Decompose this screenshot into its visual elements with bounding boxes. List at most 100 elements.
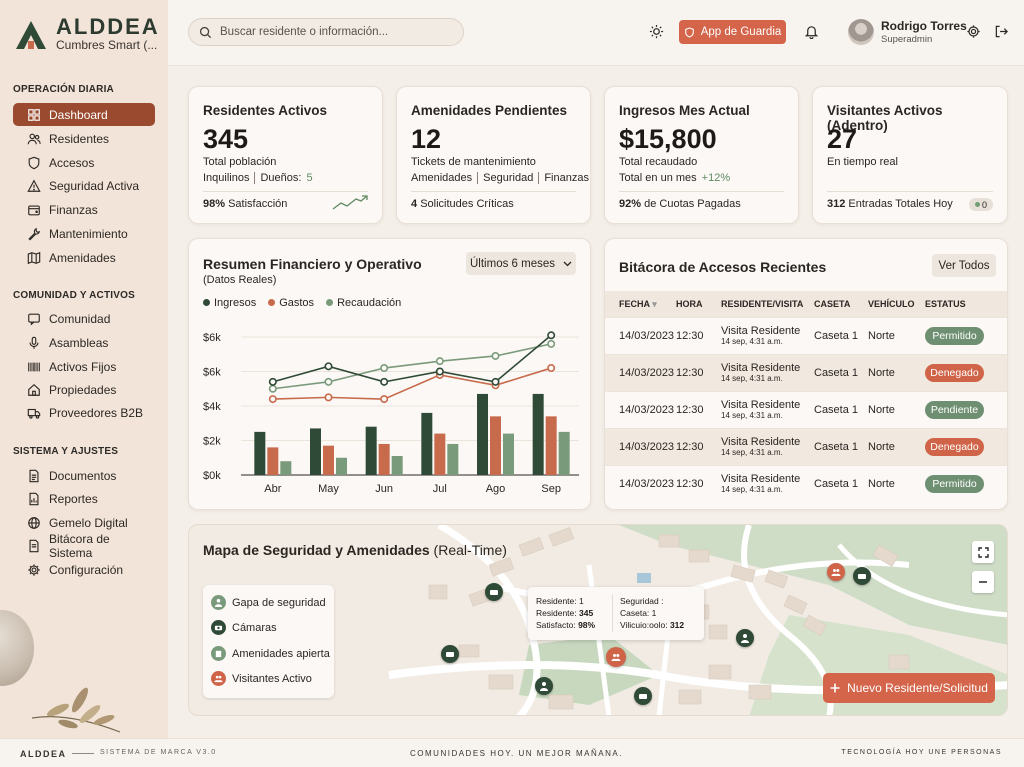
table-row[interactable]: 14/03/2023 12:30 Visita Residente 14 sep, 4… — [605, 354, 1007, 391]
kpi-card-visitantes[interactable]: Visitantes Activos (Adentro) 27 En tiemp… — [812, 86, 1008, 224]
sidebar-item-label: Residentes — [49, 131, 110, 146]
legend-label: Amenidades apierta — [232, 647, 330, 660]
sidebar-item-gemelo-digital[interactable]: Gemelo Digital — [13, 511, 155, 534]
brand: ALDDEA Cumbres Smart (... — [14, 16, 160, 52]
kpi-subtitle: Tickets de mantenimiento — [411, 156, 536, 168]
cell-time: 12:30 — [676, 330, 704, 342]
map-title-text: Mapa de Seguridad y Amenidades — [203, 542, 430, 558]
legend-item-camaras[interactable]: Cámaras — [211, 620, 277, 635]
bar-recaudación — [280, 461, 292, 475]
tooltip-line: Caseta: 1 — [620, 608, 657, 618]
table-row[interactable]: 14/03/2023 12:30 Visita Residente 14 sep, 4… — [605, 391, 1007, 428]
tooltip-key: Vilicuio:oolo: — [620, 620, 668, 630]
sidebar-item-amenidades[interactable]: Amenidades — [13, 246, 155, 269]
kpi-card-ingresos[interactable]: Ingresos Mes Actual $15,800 Total recaud… — [604, 86, 799, 224]
legend-item-amenidades[interactable]: Amenidades apierta — [211, 646, 330, 661]
column-header-vehiculo[interactable]: VEHÍCULO — [868, 299, 915, 309]
grid-icon — [28, 108, 40, 121]
point-recaudación — [435, 357, 444, 366]
logout-icon — [995, 25, 1008, 37]
sidebar-item-dashboard[interactable]: Dashboard — [13, 103, 155, 126]
logo-icon — [16, 21, 46, 49]
sidebar-item-reportes[interactable]: Reportes — [13, 487, 155, 510]
line-recaudación — [272, 343, 552, 390]
x-tick-label: Abr — [264, 483, 281, 495]
truck-icon — [27, 408, 41, 419]
guard-pin[interactable] — [535, 677, 553, 695]
column-header-fecha[interactable]: FECHA ▾ — [619, 298, 657, 309]
column-header-estatus[interactable]: ESTATUS — [925, 299, 966, 309]
finance-chart: $0k $2k $4k $6k $6k Abr May Jun Jul Ago Sep — [203, 331, 579, 495]
search-input[interactable]: Buscar residente o información... — [188, 18, 464, 46]
legend-item-visitantes[interactable]: Visitantes Activo — [211, 671, 312, 686]
new-resident-button[interactable]: Nuevo Residente/Solicitud — [823, 673, 995, 703]
cell-status: Denegado — [925, 438, 1007, 456]
fullscreen-button[interactable] — [972, 541, 994, 563]
theme-toggle-button[interactable] — [647, 22, 665, 40]
sidebar-item-documentos[interactable]: Documentos — [13, 464, 155, 487]
kpi-breakdown-value: +12% — [701, 172, 731, 184]
sidebar-item-configuracion[interactable]: Configuración — [13, 558, 155, 581]
sidebar-item-label: Reportes — [49, 491, 98, 506]
tooltip-value: 345 — [579, 608, 594, 618]
visitor-name: Visita Residente — [721, 399, 801, 411]
kpi-card-residentes[interactable]: Residentes Activos 345 Total población I… — [188, 86, 383, 224]
table-row[interactable]: 14/03/2023 12:30 Visita Residente 14 sep, 4… — [605, 317, 1007, 354]
point-ingresos — [324, 362, 333, 371]
kpi-breakdown-item: Inquilinos — [203, 172, 250, 184]
sidebar-item-seguridad-activa[interactable]: Seguridad Activa — [13, 174, 155, 197]
sidebar-item-propiedades[interactable]: Propiedades — [13, 378, 155, 401]
sun-icon — [649, 24, 663, 38]
sidebar-item-activos-fijos[interactable]: Activos Fijos — [13, 355, 155, 378]
tooltip-line: Vilicuio:oolo: 312 — [620, 619, 684, 631]
sidebar-item-bitacora[interactable]: Bitácora de Sistema — [13, 532, 155, 560]
range-select[interactable]: Últimos 6 meses — [466, 252, 576, 275]
camera-pin[interactable] — [853, 567, 871, 585]
tooltip-key: Satisfacto: — [536, 620, 576, 630]
table-row[interactable]: 14/03/2023 12:30 Visita Residente 14 sep, 4… — [605, 428, 1007, 465]
logout-button[interactable] — [992, 22, 1010, 40]
sidebar-item-accesos[interactable]: Accesos — [13, 151, 155, 174]
visitors-pin[interactable] — [606, 647, 626, 667]
camera-pin[interactable] — [485, 583, 503, 601]
security-map[interactable]: Mapa de Seguridad y Amenidades (Real-Tim… — [188, 524, 1008, 716]
table-header: FECHA ▾ HORA RESIDENTE/VISITA CASETA VEH… — [605, 291, 1007, 317]
sidebar-item-residentes[interactable]: Residentes — [13, 127, 155, 150]
bar-recaudación — [336, 457, 347, 475]
sidebar-item-label: Activos Fijos — [49, 359, 117, 374]
camera-pin[interactable] — [441, 645, 459, 663]
avatar[interactable] — [848, 19, 874, 45]
kpi-subtitle: Total recaudado — [619, 156, 698, 168]
view-all-button[interactable]: Ver Todos — [932, 254, 996, 277]
legend-item-recaudacion: Recaudación — [326, 297, 401, 309]
zoom-out-button[interactable] — [972, 571, 994, 593]
settings-button[interactable] — [964, 22, 982, 40]
column-header-hora[interactable]: HORA — [676, 299, 703, 309]
kpi-footer: 312 Entradas Totales Hoy — [827, 198, 953, 210]
visitors-pin[interactable] — [827, 563, 845, 581]
guard-icon — [741, 634, 749, 643]
barcode-icon — [28, 362, 40, 371]
column-header-caseta[interactable]: CASETA — [814, 299, 851, 309]
legend-item-seguridad[interactable]: Gapa de seguridad — [211, 595, 326, 610]
kpi-card-amenidades[interactable]: Amenidades Pendientes 12 Tickets de mant… — [396, 86, 591, 224]
legend-label: Gastos — [279, 297, 315, 309]
plus-icon — [830, 683, 840, 693]
sidebar-item-comunidad[interactable]: Comunidad — [13, 307, 155, 330]
guard-app-button[interactable]: App de Guardia — [679, 20, 786, 44]
notifications-button[interactable] — [802, 22, 820, 40]
bar-gastos — [434, 433, 446, 475]
guard-pin[interactable] — [736, 629, 754, 647]
sidebar-item-label: Mantenimiento — [49, 226, 128, 241]
sidebar-item-finanzas[interactable]: Finanzas — [13, 198, 155, 221]
table-row[interactable]: 14/03/2023 12:30 Visita Residente 14 sep, 4… — [605, 465, 1007, 502]
sidebar-item-mantenimiento[interactable]: Mantenimiento — [13, 222, 155, 245]
column-header-residente[interactable]: RESIDENTE/VISITA — [721, 299, 804, 309]
camera-pin[interactable] — [634, 687, 652, 705]
point-recaudación — [324, 377, 333, 386]
sidebar-item-asambleas[interactable]: Asambleas — [13, 331, 155, 354]
sidebar-item-proveedores[interactable]: Proveedores B2B — [13, 401, 155, 424]
kpi-footer-value: 92% — [619, 198, 642, 210]
kpi-title: Residentes Activos — [203, 103, 328, 118]
visitor-time: 14 sep, 4:31 a.m. — [721, 337, 783, 346]
